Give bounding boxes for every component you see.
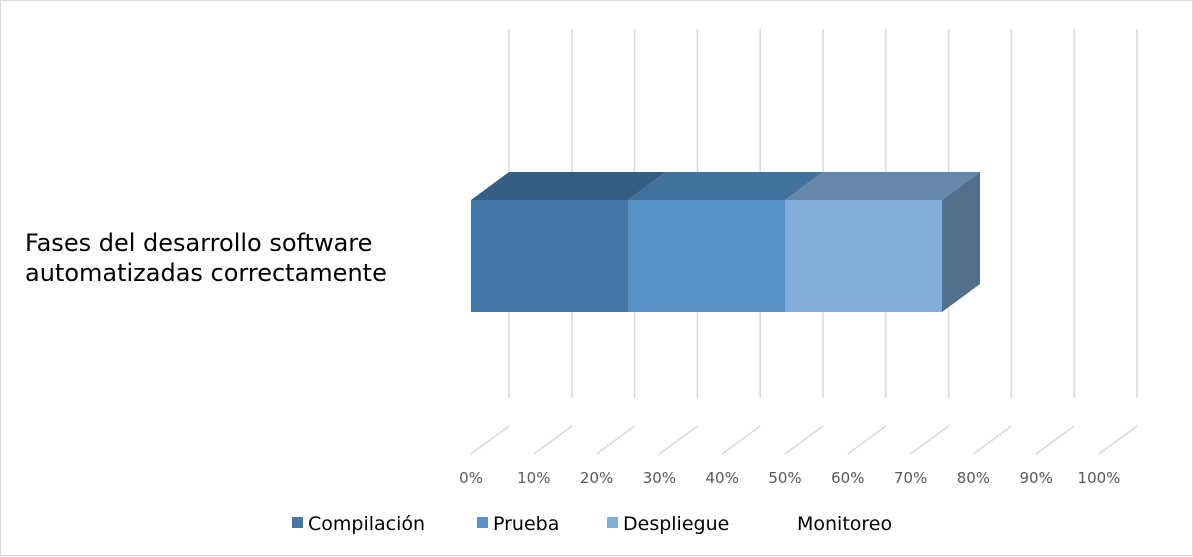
category-label: Fases del desarrollo software automatiza…	[25, 229, 387, 287]
gridline	[972, 29, 1013, 455]
legend-swatch	[477, 517, 488, 528]
x-tick-label: 100%	[1078, 469, 1121, 487]
legend-label: Prueba	[493, 513, 559, 535]
x-tick-label: 50%	[768, 469, 801, 487]
legend-label: Monitoreo	[797, 513, 892, 535]
legend-swatch	[292, 517, 303, 528]
x-tick-label: 60%	[831, 469, 864, 487]
category-label-line-2: automatizadas correctamente	[25, 259, 387, 287]
gridline	[1098, 29, 1138, 455]
category-label-line-1: Fases del desarrollo software	[25, 229, 372, 257]
x-tick-label: 20%	[580, 469, 613, 487]
x-tick-label: 80%	[957, 469, 990, 487]
legend: Compilación Prueba Despliegue Monitoreo	[292, 513, 892, 535]
x-tick-label: 70%	[894, 469, 927, 487]
x-tick-label: 40%	[706, 469, 739, 487]
legend-item: Prueba	[477, 513, 559, 535]
bar-segment	[785, 172, 980, 312]
legend-item: Despliegue	[607, 513, 729, 535]
legend-item: Compilación	[292, 513, 425, 535]
x-tick-label: 30%	[643, 469, 676, 487]
legend-item: Monitoreo	[797, 513, 892, 535]
legend-label: Despliegue	[623, 513, 729, 535]
gridline	[1035, 29, 1075, 455]
bar-segment	[471, 172, 666, 312]
legend-label: Compilación	[308, 513, 425, 535]
x-tick-label: 0%	[459, 469, 483, 487]
legend-swatch	[607, 517, 618, 528]
x-tick-label: 90%	[1020, 469, 1053, 487]
bar-segment	[628, 172, 823, 312]
x-tick-label: 10%	[517, 469, 550, 487]
x-axis-ticks: 0% 10% 20% 30% 40% 50% 60% 70% 80% 90% 100%	[459, 469, 1120, 487]
bar-segments	[471, 172, 980, 312]
